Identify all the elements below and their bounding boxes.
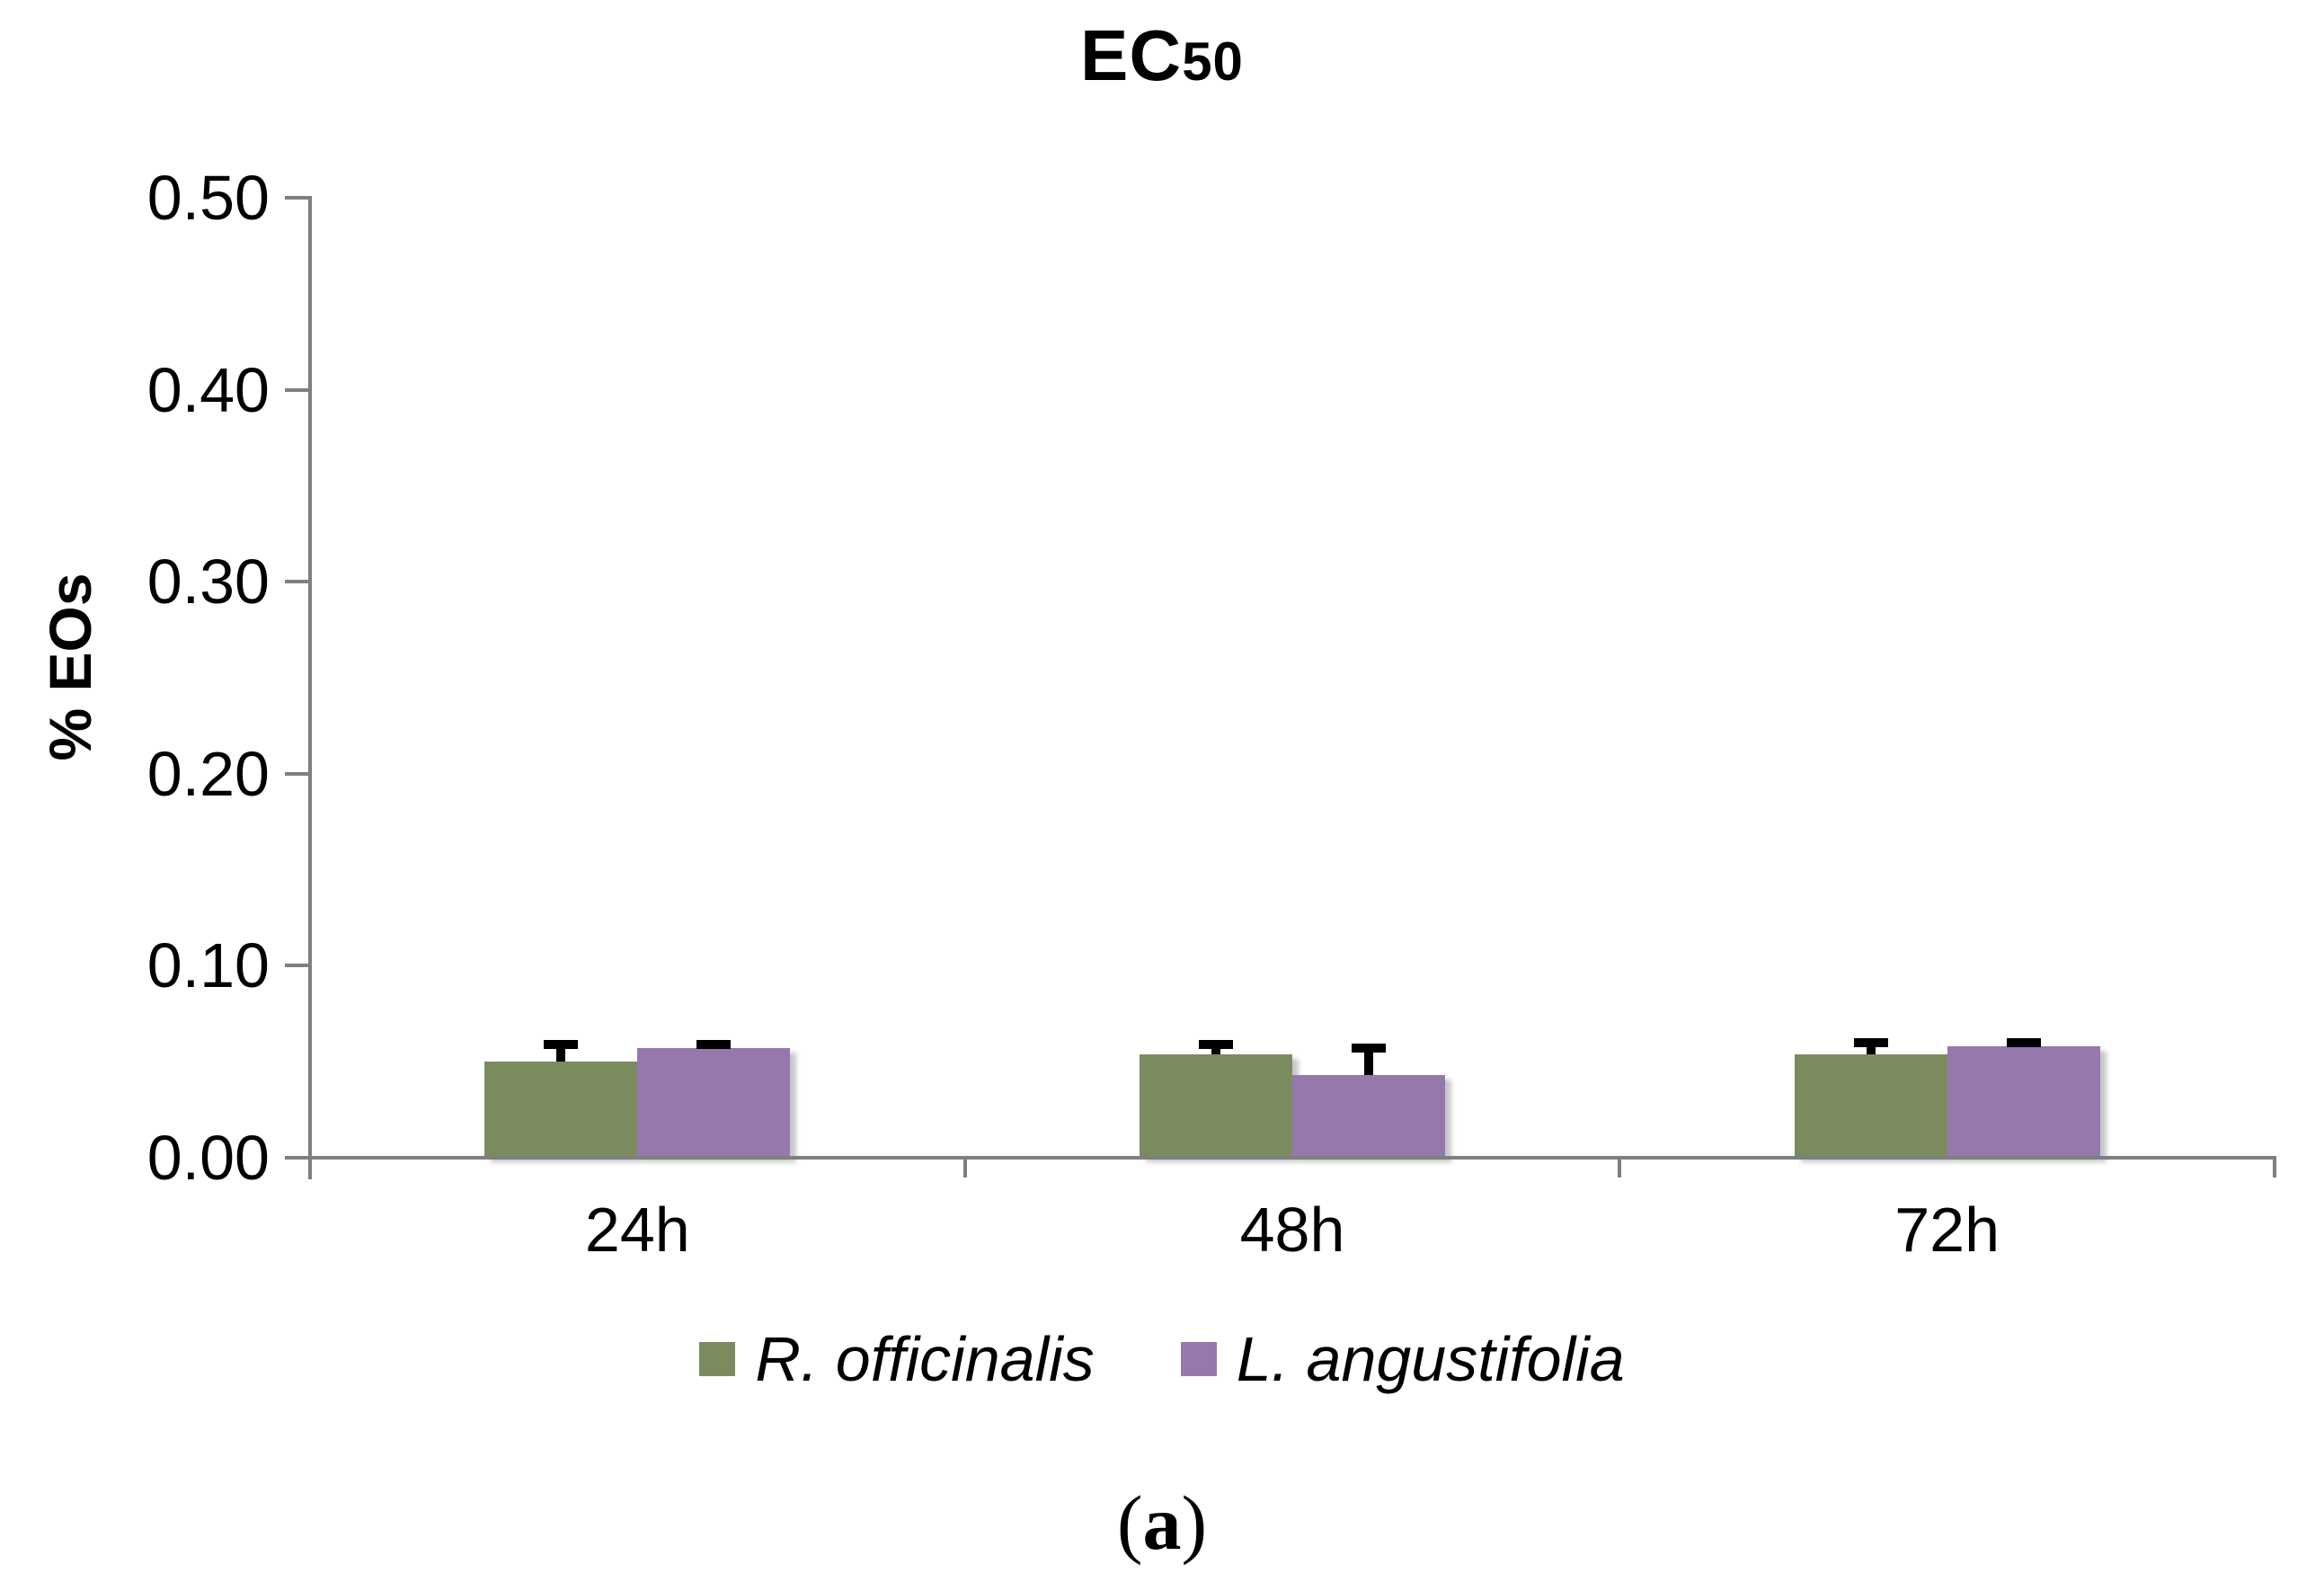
- y-axis-tick: [285, 580, 308, 584]
- bar-l-angustifolia-48h: [1292, 1075, 1445, 1158]
- figure-caption: (a): [0, 1478, 2324, 1568]
- caption-letter: a: [1142, 1480, 1182, 1566]
- error-bar-cap: [544, 1039, 579, 1049]
- chart-title-subscript: 50: [1182, 31, 1244, 92]
- y-tick-label: 0.30: [146, 547, 270, 618]
- legend-swatch-purple: [1180, 1342, 1217, 1376]
- y-tick-label: 0.40: [146, 354, 270, 425]
- error-bar-stem: [1364, 1048, 1373, 1076]
- y-axis-tick: [285, 964, 308, 968]
- caption-paren-close: ): [1181, 1480, 1208, 1566]
- legend-label: L. angustifolia: [1236, 1324, 1625, 1394]
- error-bar-cap: [696, 1039, 732, 1049]
- bar-r-officinalis-48h: [1140, 1053, 1292, 1158]
- x-axis-label-24h: 24h: [584, 1195, 690, 1265]
- legend-label: R. officinalis: [755, 1324, 1095, 1394]
- y-axis-tick: [285, 196, 308, 200]
- chart-title-main: EC: [1080, 15, 1183, 95]
- y-axis-tick: [285, 387, 308, 392]
- error-bar-stem: [1211, 1044, 1220, 1054]
- legend-item-r-officinalis: R. officinalis: [699, 1323, 1095, 1395]
- legend: R. officinalis L. angustifolia: [0, 1323, 2324, 1395]
- y-axis-tick: [285, 771, 308, 776]
- error-bar-cap: [1853, 1037, 1888, 1047]
- x-axis-tick: [1618, 1158, 1622, 1178]
- legend-item-l-angustifolia: L. angustifolia: [1180, 1323, 1625, 1395]
- error-bar-cap: [1352, 1044, 1386, 1053]
- y-tick-label: 0.20: [146, 738, 270, 809]
- caption-paren-open: (: [1116, 1480, 1143, 1566]
- bar-r-officinalis-24h: [484, 1062, 638, 1158]
- bar-r-officinalis-72h: [1794, 1053, 1947, 1158]
- error-bar-stem: [556, 1044, 566, 1062]
- y-axis-tick: [285, 1156, 308, 1160]
- y-tick-label: 0.00: [146, 1123, 270, 1193]
- x-axis-label-72h: 72h: [1894, 1195, 2000, 1265]
- bar-l-angustifolia-24h: [637, 1048, 791, 1158]
- legend-swatch-green: [699, 1342, 736, 1376]
- y-tick-label: 0.50: [146, 163, 270, 233]
- x-axis-label-48h: 48h: [1239, 1195, 1345, 1265]
- chart-title: EC50: [0, 14, 2324, 97]
- y-tick-label: 0.10: [146, 930, 270, 1001]
- error-bar-cap: [1199, 1039, 1233, 1049]
- x-axis-tick: [2273, 1158, 2276, 1178]
- error-bar-stem: [1866, 1042, 1876, 1054]
- x-axis-tick: [962, 1158, 967, 1178]
- y-axis-line: [308, 196, 312, 1179]
- bar-l-angustifolia-72h: [1947, 1046, 2100, 1158]
- error-bar-cap: [2006, 1037, 2041, 1047]
- x-axis-line: [308, 1156, 2276, 1160]
